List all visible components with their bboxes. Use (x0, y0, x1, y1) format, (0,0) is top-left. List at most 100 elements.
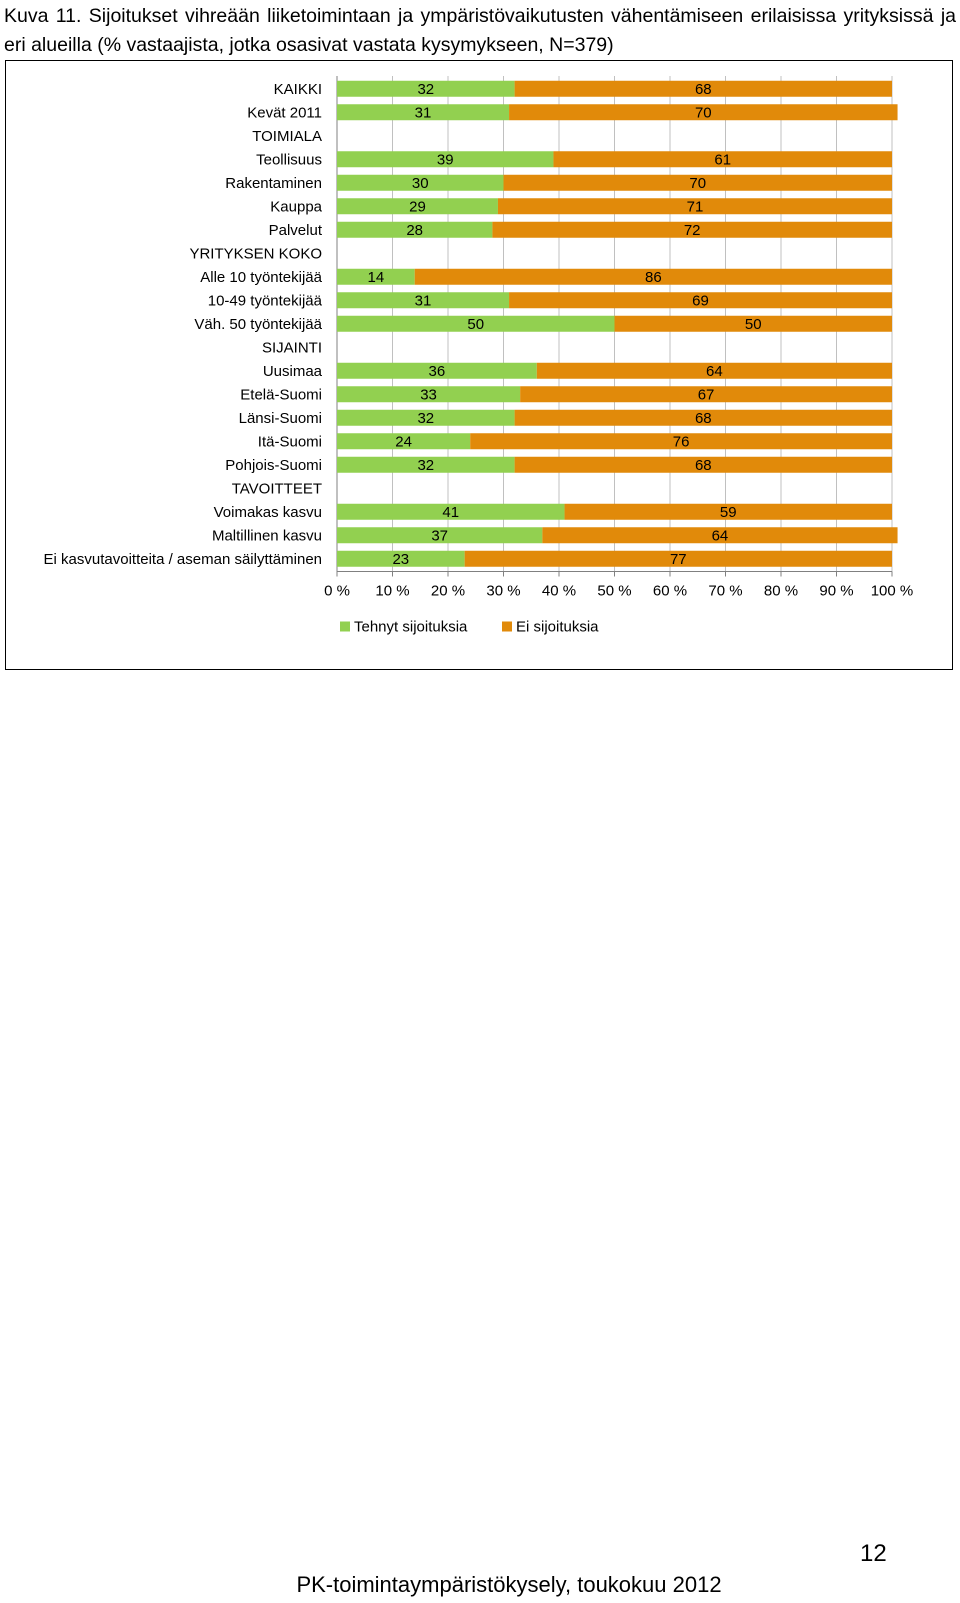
x-tick-label: 40 % (542, 583, 576, 600)
data-label: 68 (695, 410, 712, 427)
bar-tehnyt-sijoituksia (337, 174, 504, 191)
bar-tehnyt-sijoituksia (337, 409, 515, 426)
category-label: Länsi-Suomi (239, 410, 322, 427)
bar-tehnyt-sijoituksia (337, 292, 510, 309)
data-label: 50 (745, 316, 762, 333)
bar-ei-sijoituksia (614, 315, 892, 332)
bar-tehnyt-sijoituksia (337, 80, 515, 97)
data-label: 69 (692, 292, 709, 309)
data-label: 72 (684, 222, 701, 239)
data-label: 29 (409, 198, 426, 215)
bar-ei-sijoituksia (464, 550, 892, 567)
data-label: 31 (415, 292, 432, 309)
category-label: Pohjois-Suomi (225, 457, 322, 474)
data-label: 50 (467, 316, 484, 333)
data-label: 37 (431, 527, 448, 544)
category-label: Väh. 50 työntekijää (194, 316, 322, 333)
data-label: 30 (412, 175, 429, 192)
data-label: 31 (415, 104, 432, 121)
data-label: 67 (698, 386, 715, 403)
data-label: 39 (437, 151, 454, 168)
category-label: Teollisuus (256, 151, 322, 168)
legend-swatch-tehnyt (340, 621, 350, 632)
page-number: 12 (860, 1540, 887, 1567)
category-label: TOIMIALA (252, 128, 322, 145)
bar-ei-sijoituksia (520, 386, 892, 403)
x-tick-label: 60 % (653, 583, 687, 600)
bar-tehnyt-sijoituksia (337, 527, 543, 544)
data-label: 14 (368, 269, 385, 286)
bar-ei-sijoituksia (536, 362, 892, 379)
data-label: 41 (442, 504, 459, 521)
category-label: TAVOITTEET (232, 480, 322, 497)
bar-tehnyt-sijoituksia (337, 104, 510, 121)
bar-tehnyt-sijoituksia (337, 221, 493, 238)
data-label: 36 (429, 363, 446, 380)
bar-ei-sijoituksia (514, 456, 892, 473)
legend-label: Ei sijoituksia (516, 619, 599, 636)
x-tick-label: 80 % (764, 583, 798, 600)
data-label: 64 (706, 363, 723, 380)
data-label: 33 (420, 386, 437, 403)
bar-ei-sijoituksia (470, 433, 892, 450)
bar-ei-sijoituksia (514, 409, 892, 426)
data-label: 59 (720, 504, 737, 521)
data-label: 70 (689, 175, 706, 192)
data-label: 32 (417, 410, 434, 427)
data-label: 32 (417, 81, 434, 98)
bar-tehnyt-sijoituksia (337, 550, 465, 567)
stacked-bar-chart: 0 % 10 % 20 % 30 % 40 % 50 % 60 % 70 % 80 % 90 % 1… (44, 76, 914, 636)
data-label: 32 (417, 457, 434, 474)
page-footer: PK-toimintaympäristökysely, toukokuu 201… (0, 1572, 960, 1598)
bar-tehnyt-sijoituksia (337, 456, 515, 473)
bar-tehnyt-sijoituksia (337, 268, 415, 285)
data-label: 71 (687, 198, 704, 215)
data-label: 77 (670, 551, 687, 568)
category-label: YRITYKSEN KOKO (189, 245, 322, 262)
data-label: 70 (695, 104, 712, 121)
bar-tehnyt-sijoituksia (337, 315, 615, 332)
bar-tehnyt-sijoituksia (337, 386, 521, 403)
bar-tehnyt-sijoituksia (337, 362, 537, 379)
x-tick-label: 20 % (431, 583, 465, 600)
bar-ei-sijoituksia (503, 174, 892, 191)
category-label: Alle 10 työntekijää (200, 269, 322, 286)
category-label: Itä-Suomi (258, 433, 322, 450)
legend-swatch-ei (502, 621, 512, 632)
data-label: 64 (712, 527, 729, 544)
x-tick-label: 100 % (871, 583, 914, 600)
x-tick-label: 70 % (708, 583, 742, 600)
data-label: 68 (695, 457, 712, 474)
legend-label: Tehnyt sijoituksia (354, 619, 468, 636)
category-label: Uusimaa (263, 363, 323, 380)
data-label: 24 (395, 433, 412, 450)
category-label: Rakentaminen (225, 175, 322, 192)
footer-text: PK-toimintaympäristökysely, toukokuu 201… (296, 1572, 722, 1597)
bar-tehnyt-sijoituksia (337, 198, 498, 215)
data-label: 28 (406, 222, 423, 239)
x-tick-label: 30 % (486, 583, 520, 600)
data-label: 23 (392, 551, 409, 568)
x-tick-label: 90 % (819, 583, 853, 600)
bar-ei-sijoituksia (497, 198, 892, 215)
category-label: Palvelut (269, 222, 323, 239)
data-label: 68 (695, 81, 712, 98)
data-label: 76 (673, 433, 690, 450)
bar-tehnyt-sijoituksia (337, 151, 554, 168)
figure-caption: Kuva 11. Sijoitukset vihreään liiketoimi… (4, 5, 956, 56)
x-tick-label: 50 % (597, 583, 631, 600)
category-label: Kevät 2011 (247, 104, 322, 121)
category-label: Maltillinen kasvu (212, 527, 322, 544)
x-tick-label: 10 % (375, 583, 409, 600)
chart-container: 0 % 10 % 20 % 30 % 40 % 50 % 60 % 70 % 80 % 90 % 1… (5, 60, 953, 670)
category-label: KAIKKI (274, 81, 322, 98)
bar-ei-sijoituksia (542, 527, 898, 544)
bar-tehnyt-sijoituksia (337, 433, 471, 450)
bar-ei-sijoituksia (553, 151, 892, 168)
bar-ei-sijoituksia (492, 221, 892, 238)
category-label: SIJAINTI (262, 339, 322, 356)
category-label: Voimakas kasvu (214, 504, 322, 521)
bar-ei-sijoituksia (564, 503, 892, 520)
x-tick-label: 0 % (324, 583, 350, 600)
category-label: Kauppa (270, 198, 322, 215)
